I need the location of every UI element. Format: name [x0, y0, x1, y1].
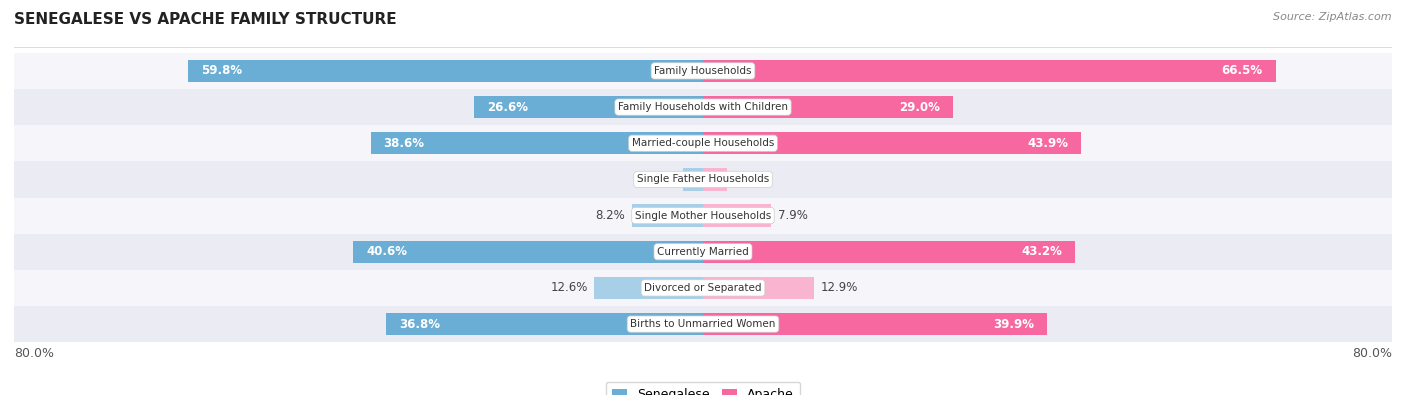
Text: 7.9%: 7.9% — [778, 209, 808, 222]
Bar — [703, 204, 770, 227]
Bar — [387, 313, 703, 335]
Bar — [474, 96, 703, 118]
Text: Married-couple Households: Married-couple Households — [631, 138, 775, 148]
Text: Births to Unmarried Women: Births to Unmarried Women — [630, 319, 776, 329]
Bar — [188, 60, 703, 82]
Text: 12.6%: 12.6% — [550, 281, 588, 294]
Bar — [14, 270, 1392, 306]
Text: 66.5%: 66.5% — [1222, 64, 1263, 77]
Bar — [703, 277, 814, 299]
Legend: Senegalese, Apache: Senegalese, Apache — [606, 382, 800, 395]
Text: 38.6%: 38.6% — [384, 137, 425, 150]
Bar — [14, 53, 1392, 89]
Bar — [14, 125, 1392, 161]
Bar — [703, 96, 953, 118]
Text: 2.8%: 2.8% — [734, 173, 763, 186]
Text: Divorced or Separated: Divorced or Separated — [644, 283, 762, 293]
Text: 2.3%: 2.3% — [647, 173, 676, 186]
Text: Family Households: Family Households — [654, 66, 752, 76]
Text: 80.0%: 80.0% — [1353, 346, 1392, 359]
Bar — [14, 234, 1392, 270]
Text: 39.9%: 39.9% — [993, 318, 1033, 331]
Text: 59.8%: 59.8% — [201, 64, 242, 77]
Text: Source: ZipAtlas.com: Source: ZipAtlas.com — [1274, 12, 1392, 22]
Bar — [14, 161, 1392, 198]
Bar — [595, 277, 703, 299]
Text: Family Households with Children: Family Households with Children — [619, 102, 787, 112]
Bar — [633, 204, 703, 227]
Text: 80.0%: 80.0% — [14, 346, 53, 359]
Text: 43.9%: 43.9% — [1028, 137, 1069, 150]
Bar — [683, 168, 703, 191]
Text: 40.6%: 40.6% — [367, 245, 408, 258]
Text: 8.2%: 8.2% — [596, 209, 626, 222]
Bar — [703, 313, 1046, 335]
Bar — [14, 89, 1392, 125]
Bar — [703, 241, 1076, 263]
Bar — [703, 168, 727, 191]
Text: 29.0%: 29.0% — [898, 101, 939, 114]
Text: SENEGALESE VS APACHE FAMILY STRUCTURE: SENEGALESE VS APACHE FAMILY STRUCTURE — [14, 12, 396, 27]
Bar — [14, 306, 1392, 342]
Text: 36.8%: 36.8% — [399, 318, 440, 331]
Bar — [703, 60, 1275, 82]
Text: 12.9%: 12.9% — [821, 281, 858, 294]
Text: Currently Married: Currently Married — [657, 247, 749, 257]
Text: 26.6%: 26.6% — [486, 101, 527, 114]
Bar — [14, 198, 1392, 234]
Text: Single Father Households: Single Father Households — [637, 175, 769, 184]
Bar — [353, 241, 703, 263]
Text: 43.2%: 43.2% — [1021, 245, 1062, 258]
Text: Single Mother Households: Single Mother Households — [636, 211, 770, 220]
Bar — [371, 132, 703, 154]
Bar — [703, 132, 1081, 154]
